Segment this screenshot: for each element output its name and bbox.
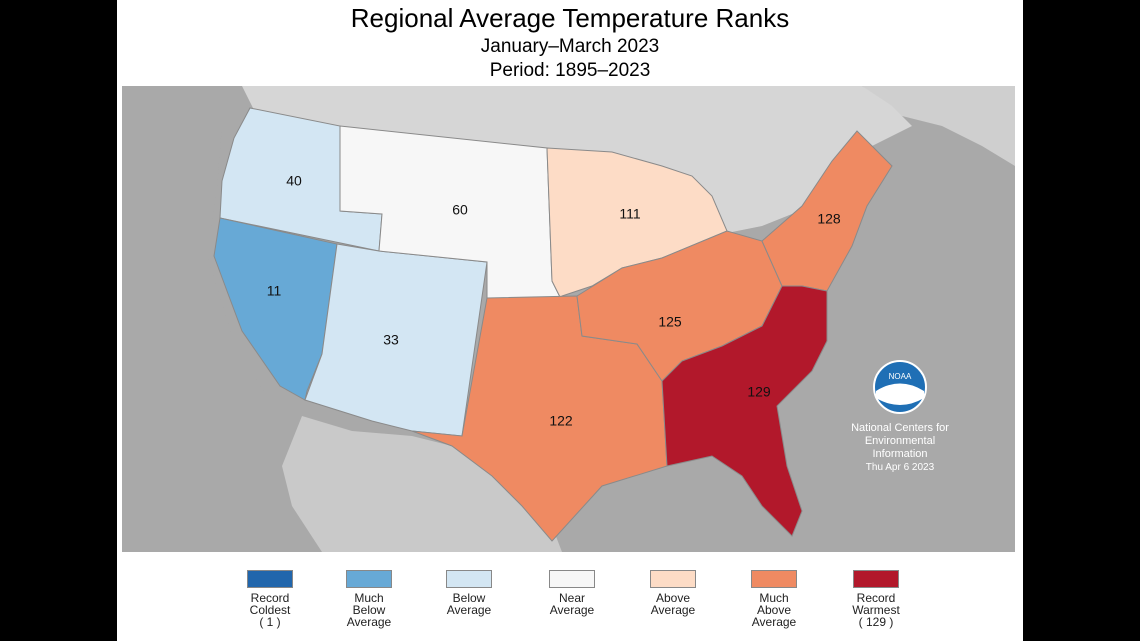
ncei-date: Thu Apr 6 2023 xyxy=(866,462,935,473)
legend-item-much-above: Much Above Average xyxy=(719,568,829,628)
legend-item-below: Below Average xyxy=(414,568,524,616)
map-period: Period: 1895–2023 xyxy=(489,60,651,81)
rank-label-southeast: 129 xyxy=(747,384,771,400)
legend-label: Above xyxy=(756,603,792,617)
legend-swatch-much-above xyxy=(751,570,797,588)
rank-label-northern-rockies-plains: 60 xyxy=(452,202,468,218)
legend-label: Record xyxy=(856,591,896,605)
map-title: Regional Average Temperature Ranks xyxy=(350,3,790,33)
rank-label-west: 11 xyxy=(267,283,282,299)
legend-label: Record xyxy=(250,591,290,605)
legend-label: Much xyxy=(759,591,789,605)
legend-label: Near xyxy=(558,591,585,605)
legend-swatch-much-below xyxy=(346,570,392,588)
legend-label: Coldest xyxy=(249,603,291,617)
legend-label: Average xyxy=(446,603,492,617)
legend: Record Coldest ( 1 ) Much Below Average … xyxy=(117,568,1023,638)
legend-swatch-record-warmest xyxy=(853,570,899,588)
legend-label: Below xyxy=(352,603,386,617)
noaa-logo: NOAA National Centers for Environmental … xyxy=(851,360,949,473)
rank-label-ohio-valley: 125 xyxy=(658,314,682,330)
canada-land xyxy=(122,86,1015,166)
rank-label-southwest: 33 xyxy=(383,332,399,348)
rank-label-upper-midwest: 111 xyxy=(619,206,640,222)
legend-item-near: Near Average xyxy=(517,568,627,616)
noaa-badge-text: NOAA xyxy=(889,372,912,381)
legend-label: Above xyxy=(655,591,691,605)
legend-label: Average xyxy=(346,615,392,629)
region-southeast xyxy=(661,285,828,537)
regional-temperature-map: 40 11 33 60 111 122 125 128 129 NOAA Nat… xyxy=(122,86,1015,552)
legend-label: Average xyxy=(751,615,797,629)
ncei-line-2: Environmental xyxy=(865,435,935,447)
ncei-line-1: National Centers for xyxy=(851,422,949,434)
legend-label: Average xyxy=(549,603,595,617)
ncei-line-3: Information xyxy=(872,448,927,460)
map-subtitle: January–March 2023 xyxy=(480,36,660,57)
pacific-ocean xyxy=(122,86,432,552)
legend-label: Warmest xyxy=(852,603,900,617)
legend-item-record-warmest: Record Warmest ( 129 ) xyxy=(821,568,931,628)
mexico-land xyxy=(282,416,562,552)
legend-label: Much xyxy=(354,591,384,605)
legend-swatch-above xyxy=(650,570,696,588)
legend-item-record-coldest: Record Coldest ( 1 ) xyxy=(215,568,325,628)
legend-label: Below xyxy=(452,591,486,605)
rank-label-northwest: 40 xyxy=(286,173,302,189)
legend-item-above: Above Average xyxy=(618,568,728,616)
legend-item-much-below: Much Below Average xyxy=(314,568,424,628)
legend-label: ( 129 ) xyxy=(858,615,894,629)
legend-label: ( 1 ) xyxy=(259,615,281,629)
legend-label: Average xyxy=(650,603,696,617)
rank-label-northeast: 128 xyxy=(817,211,841,227)
legend-swatch-near xyxy=(549,570,595,588)
legend-swatch-record-coldest xyxy=(247,570,293,588)
rank-label-south: 122 xyxy=(549,413,573,429)
noaa-bird-icon xyxy=(876,383,924,405)
legend-swatch-below xyxy=(446,570,492,588)
